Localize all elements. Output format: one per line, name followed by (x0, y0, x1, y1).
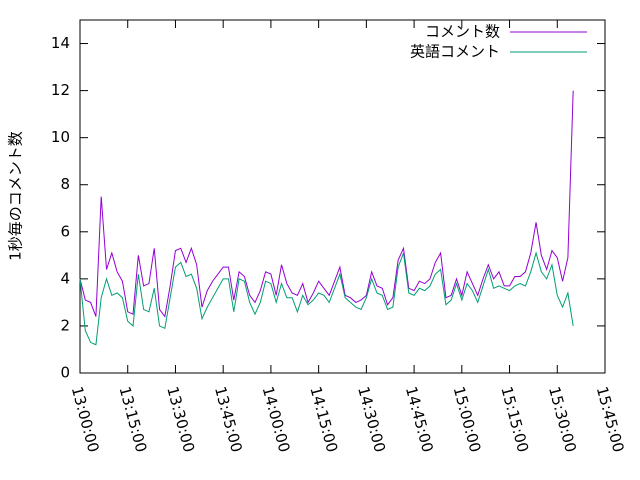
y-tick-label: 6 (60, 222, 70, 240)
legend-label: 英語コメント (410, 43, 500, 61)
y-tick-label: 12 (51, 81, 70, 99)
x-tick-label: 15:30:00 (545, 385, 580, 455)
x-tick-label: 13:00:00 (68, 385, 103, 455)
y-tick-label: 2 (60, 316, 70, 334)
x-tick-label: 14:30:00 (354, 385, 389, 455)
y-tick-label: 4 (60, 269, 70, 287)
y-tick-label: 8 (60, 175, 70, 193)
series-line (79, 90, 574, 318)
y-axis-label: 1秒毎のコメント数 (7, 131, 25, 261)
x-tick-label: 14:45:00 (402, 385, 437, 455)
plot-frame (79, 19, 606, 374)
y-tick-label: 0 (60, 364, 70, 382)
x-tick-label: 14:00:00 (259, 385, 294, 455)
x-tick-label: 13:45:00 (211, 385, 246, 455)
x-tick-label: 15:00:00 (450, 385, 485, 455)
legend-label: コメント数 (425, 23, 500, 41)
x-tick-label: 13:30:00 (163, 385, 198, 455)
y-tick-label: 10 (51, 128, 70, 146)
x-tick-label: 15:15:00 (497, 385, 532, 455)
series-line (79, 251, 574, 346)
x-tick-label: 13:15:00 (116, 385, 151, 455)
y-tick-label: 14 (51, 34, 70, 52)
x-tick-label: 14:15:00 (306, 385, 341, 455)
x-tick-label: 15:45:00 (593, 385, 628, 455)
